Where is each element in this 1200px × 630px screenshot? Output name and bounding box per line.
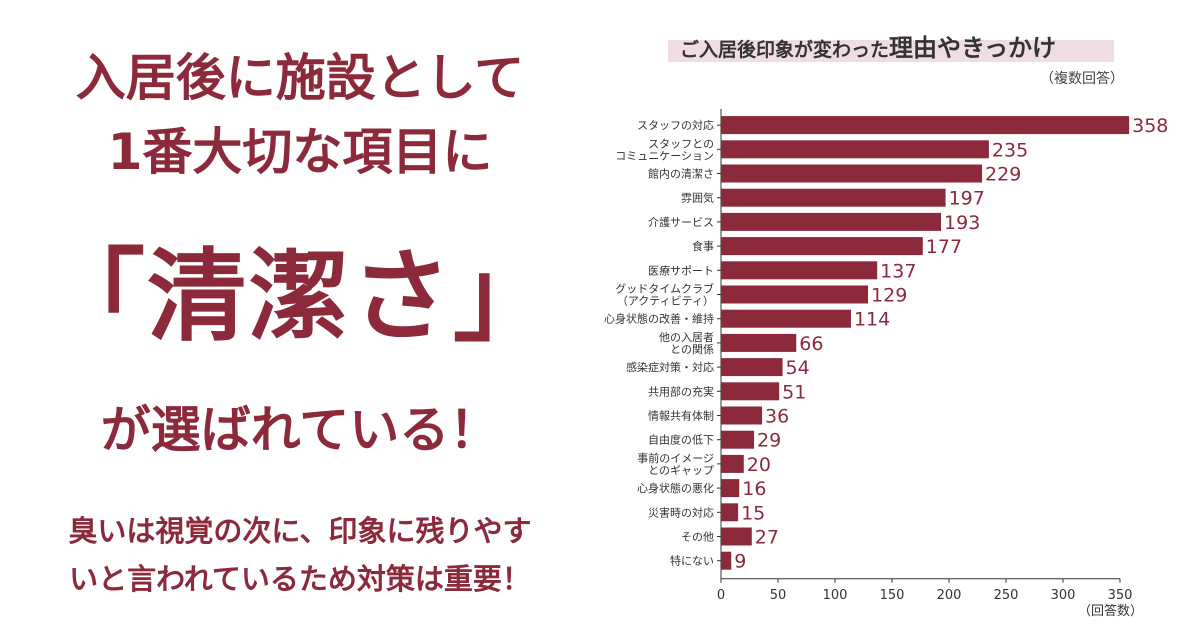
data-label: 177 — [926, 236, 962, 258]
headline-panel: 入居後に施設として 1番大切な項目に 「清潔さ」 が選ばれている！ 臭いは視覚の… — [45, 49, 555, 596]
bar — [721, 503, 739, 522]
chart-note: （複数回答） — [1040, 71, 1124, 87]
data-label: 36 — [765, 406, 789, 428]
x-tick-label: 300 — [1051, 588, 1076, 603]
data-label: 197 — [949, 188, 985, 210]
headline-line-1: 入居後に施設として — [75, 49, 525, 107]
category-label: 自由度の低下 — [648, 433, 714, 447]
category-label: スタッフとの — [648, 137, 714, 150]
category-label: 雰囲気 — [681, 191, 714, 205]
category-label: 食事 — [692, 239, 714, 253]
x-axis-label: （回答数） — [1078, 603, 1143, 619]
category-label: 事前のイメージ — [637, 451, 714, 465]
bar — [721, 406, 763, 425]
headline-line-4: が選ばれている！ — [100, 401, 500, 459]
category-label: とのギャップ — [648, 464, 714, 477]
chart-title-small: ご入居後印象が変わった — [680, 39, 890, 61]
category-label: 介護サービス — [648, 215, 714, 229]
bar — [721, 358, 783, 377]
bar — [721, 116, 1130, 135]
x-tick-label: 350 — [1108, 588, 1133, 603]
category-label: 感染症対策・対応 — [626, 360, 714, 374]
category-label: 心身状態の改善・維持 — [604, 312, 714, 326]
bar — [721, 309, 851, 328]
data-label: 51 — [782, 381, 806, 403]
subtext-line-2: いと言われているため対策は重要！ — [69, 562, 531, 596]
bar — [721, 285, 869, 304]
chart-title-big: 理由やきっかけ — [889, 34, 1057, 62]
data-label: 15 — [741, 502, 765, 524]
bar — [721, 527, 752, 546]
bar — [721, 382, 780, 401]
data-label: 54 — [786, 357, 810, 379]
data-label: 29 — [757, 430, 781, 452]
data-label: 9 — [734, 551, 746, 573]
data-label: 229 — [985, 164, 1021, 186]
category-label: 心身状態の悪化 — [637, 481, 714, 495]
bar — [721, 140, 989, 159]
data-label: 235 — [992, 139, 1028, 161]
data-label: 193 — [944, 212, 980, 234]
x-tick-label: 50 — [770, 588, 787, 603]
headline-emphasis: 「清潔さ」 — [45, 238, 555, 355]
category-label: 共用部の充実 — [648, 384, 714, 398]
chart-title-band — [668, 40, 1114, 62]
category-label: （アクティビティ） — [617, 295, 714, 308]
category-label: 医療サポート — [648, 263, 714, 277]
data-label: 137 — [880, 260, 916, 282]
data-label: 129 — [871, 285, 907, 307]
category-label: その他 — [681, 531, 714, 544]
category-label: 特にない — [670, 554, 714, 568]
bar — [721, 261, 878, 280]
headline-line-2: 1番大切な項目に — [107, 123, 493, 181]
category-label: との関係 — [670, 343, 714, 356]
bar — [721, 164, 983, 183]
x-tick-label: 250 — [994, 588, 1019, 603]
data-label: 16 — [742, 478, 766, 500]
x-tick-label: 200 — [937, 588, 962, 603]
data-label: 114 — [854, 309, 890, 331]
category-label: 情報共有体制 — [648, 409, 714, 423]
category-label: グッドタイムクラブ — [615, 282, 714, 296]
data-label: 358 — [1132, 115, 1168, 137]
data-label: 20 — [747, 454, 771, 476]
data-label: 66 — [799, 333, 823, 355]
category-label: 災害時の対応 — [648, 505, 714, 519]
chart-title: ご入居後印象が変わった理由やきっかけ — [680, 28, 1120, 63]
bar — [721, 430, 755, 449]
bar — [721, 454, 744, 473]
category-label: スタッフの対応 — [637, 118, 714, 132]
bar — [721, 212, 942, 231]
x-tick-label: 100 — [823, 588, 848, 603]
bar — [721, 188, 946, 207]
bar — [721, 333, 797, 352]
subtext-line-1: 臭いは視覚の次に、印象に残りやす — [68, 514, 532, 548]
x-tick-label: 150 — [880, 588, 905, 603]
x-tick-label: 0 — [717, 588, 725, 603]
category-label: 館内の清潔さ — [648, 167, 714, 181]
category-label: 他の入居者 — [659, 331, 714, 344]
category-label: コミュニケーション — [615, 149, 714, 162]
bar — [721, 237, 923, 256]
bar — [721, 551, 732, 570]
data-label: 27 — [755, 527, 779, 549]
bar — [721, 479, 740, 498]
